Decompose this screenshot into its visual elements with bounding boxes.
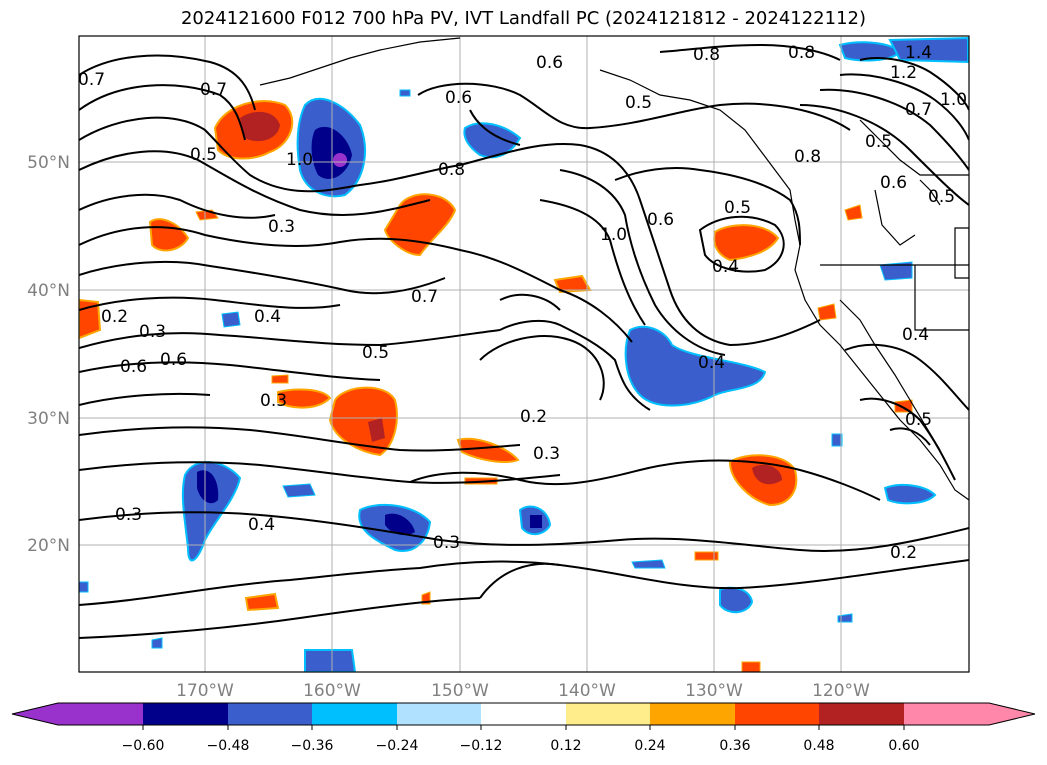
contour-label: 0.5: [905, 410, 932, 430]
colorbar-segment: [735, 703, 819, 725]
colorbar-segment: [650, 703, 735, 725]
contour-label: 0.8: [794, 147, 821, 167]
contour-label: 1.0: [286, 150, 313, 170]
contour-label: 0.6: [445, 88, 472, 108]
contour-label: 0.4: [902, 325, 929, 345]
contour-labels: 0.6 0.8 0.8 1.4 1.2 1.0 0.7 0.5 0.5 0.6 …: [78, 43, 967, 563]
contour-label: 0.7: [411, 287, 438, 307]
chart-title: 2024121600 F012 700 hPa PV, IVT Landfall…: [180, 8, 867, 29]
colorbar-tick-label: −0.48: [207, 738, 250, 754]
contour-label: 1.0: [600, 225, 627, 245]
contour-label: 0.2: [890, 543, 917, 563]
contour-label: 0.2: [101, 307, 128, 327]
colorbar-segment: [312, 703, 397, 725]
contour-label: 0.3: [260, 391, 287, 411]
lat-label-50n: 50°N: [27, 153, 70, 173]
contour-label: 0.8: [788, 43, 815, 63]
colorbar-segment: [397, 703, 481, 725]
colorbar-segment: [143, 703, 228, 725]
lat-label-20n: 20°N: [27, 536, 70, 556]
shaded-anomalies: [79, 36, 969, 672]
contour-label: 0.6: [160, 350, 187, 370]
contour-label: 0.4: [712, 257, 739, 277]
contour-label: 0.3: [433, 533, 460, 553]
contour-label: 0.5: [865, 132, 892, 152]
contour-label: 0.4: [248, 515, 275, 535]
contour-label: 1.0: [940, 90, 967, 110]
colorbar-segment: [904, 703, 989, 725]
contour-label: 1.2: [890, 63, 917, 83]
lon-label-140w: 140°W: [558, 681, 616, 701]
contour-label: 0.4: [698, 353, 725, 373]
contour-label: 0.8: [438, 160, 465, 180]
contour-label: 0.6: [120, 357, 147, 377]
contour-label: 0.3: [533, 444, 560, 464]
contour-label: 0.7: [78, 70, 105, 90]
contour-label: 0.3: [268, 217, 295, 237]
contour-label: 0.5: [362, 343, 389, 363]
colorbar-segment: [819, 703, 904, 725]
contour-label: 0.5: [724, 198, 751, 218]
lat-label-40n: 40°N: [27, 281, 70, 301]
colorbar-segment: [12, 703, 58, 725]
colorbar-segment: [989, 703, 1035, 725]
contour-label: 0.8: [693, 45, 720, 65]
colorbar: −0.60 −0.48 −0.36 −0.24 −0.12 0.12 0.24 …: [11, 702, 1036, 754]
map-frame: [78, 35, 970, 673]
lat-label-30n: 30°N: [27, 409, 70, 429]
lon-label-160w: 160°W: [303, 681, 361, 701]
colorbar-tick-label: −0.60: [122, 738, 165, 754]
colorbar-tick-label: −0.36: [291, 738, 334, 754]
colorbar-segment: [481, 703, 566, 725]
pv-contours: [79, 43, 969, 639]
contour-label: 0.5: [928, 187, 955, 207]
lon-label-130w: 130°W: [685, 681, 743, 701]
colorbar-segment: [228, 703, 312, 725]
colorbar-tick-label: 0.60: [888, 738, 919, 754]
colorbar-segment: [566, 703, 650, 725]
contour-label: 0.6: [880, 173, 907, 193]
contour-label: 1.4: [905, 43, 932, 63]
lon-label-150w: 150°W: [431, 681, 489, 701]
contour-label: 0.5: [190, 145, 217, 165]
latitude-labels: 50°N 40°N 30°N 20°N: [27, 153, 70, 556]
contour-label: 0.4: [254, 307, 281, 327]
colorbar-tick-label: 0.36: [719, 738, 750, 754]
lon-label-170w: 170°W: [176, 681, 234, 701]
colorbar-segment: [58, 703, 143, 725]
colorbar-tick-label: 0.12: [550, 738, 581, 754]
colorbar-tick-label: 0.48: [803, 738, 834, 754]
map-plot-area: [79, 36, 969, 672]
contour-label: 0.7: [200, 80, 227, 100]
contour-label: 0.7: [905, 100, 932, 120]
contour-label: 0.2: [520, 407, 547, 427]
colorbar-tick-label: −0.24: [376, 738, 419, 754]
contour-label: 0.6: [647, 210, 674, 230]
gridlines: [79, 36, 969, 672]
longitude-labels: 170°W 160°W 150°W 140°W 130°W 120°W: [176, 681, 870, 701]
contour-label: 0.3: [115, 505, 142, 525]
contour-label: 0.3: [139, 322, 166, 342]
lon-label-120w: 120°W: [812, 681, 870, 701]
colorbar-tick-label: −0.12: [460, 738, 503, 754]
contour-label: 0.5: [625, 93, 652, 113]
contour-label: 0.6: [536, 53, 563, 73]
colorbar-tick-label: 0.24: [634, 738, 665, 754]
